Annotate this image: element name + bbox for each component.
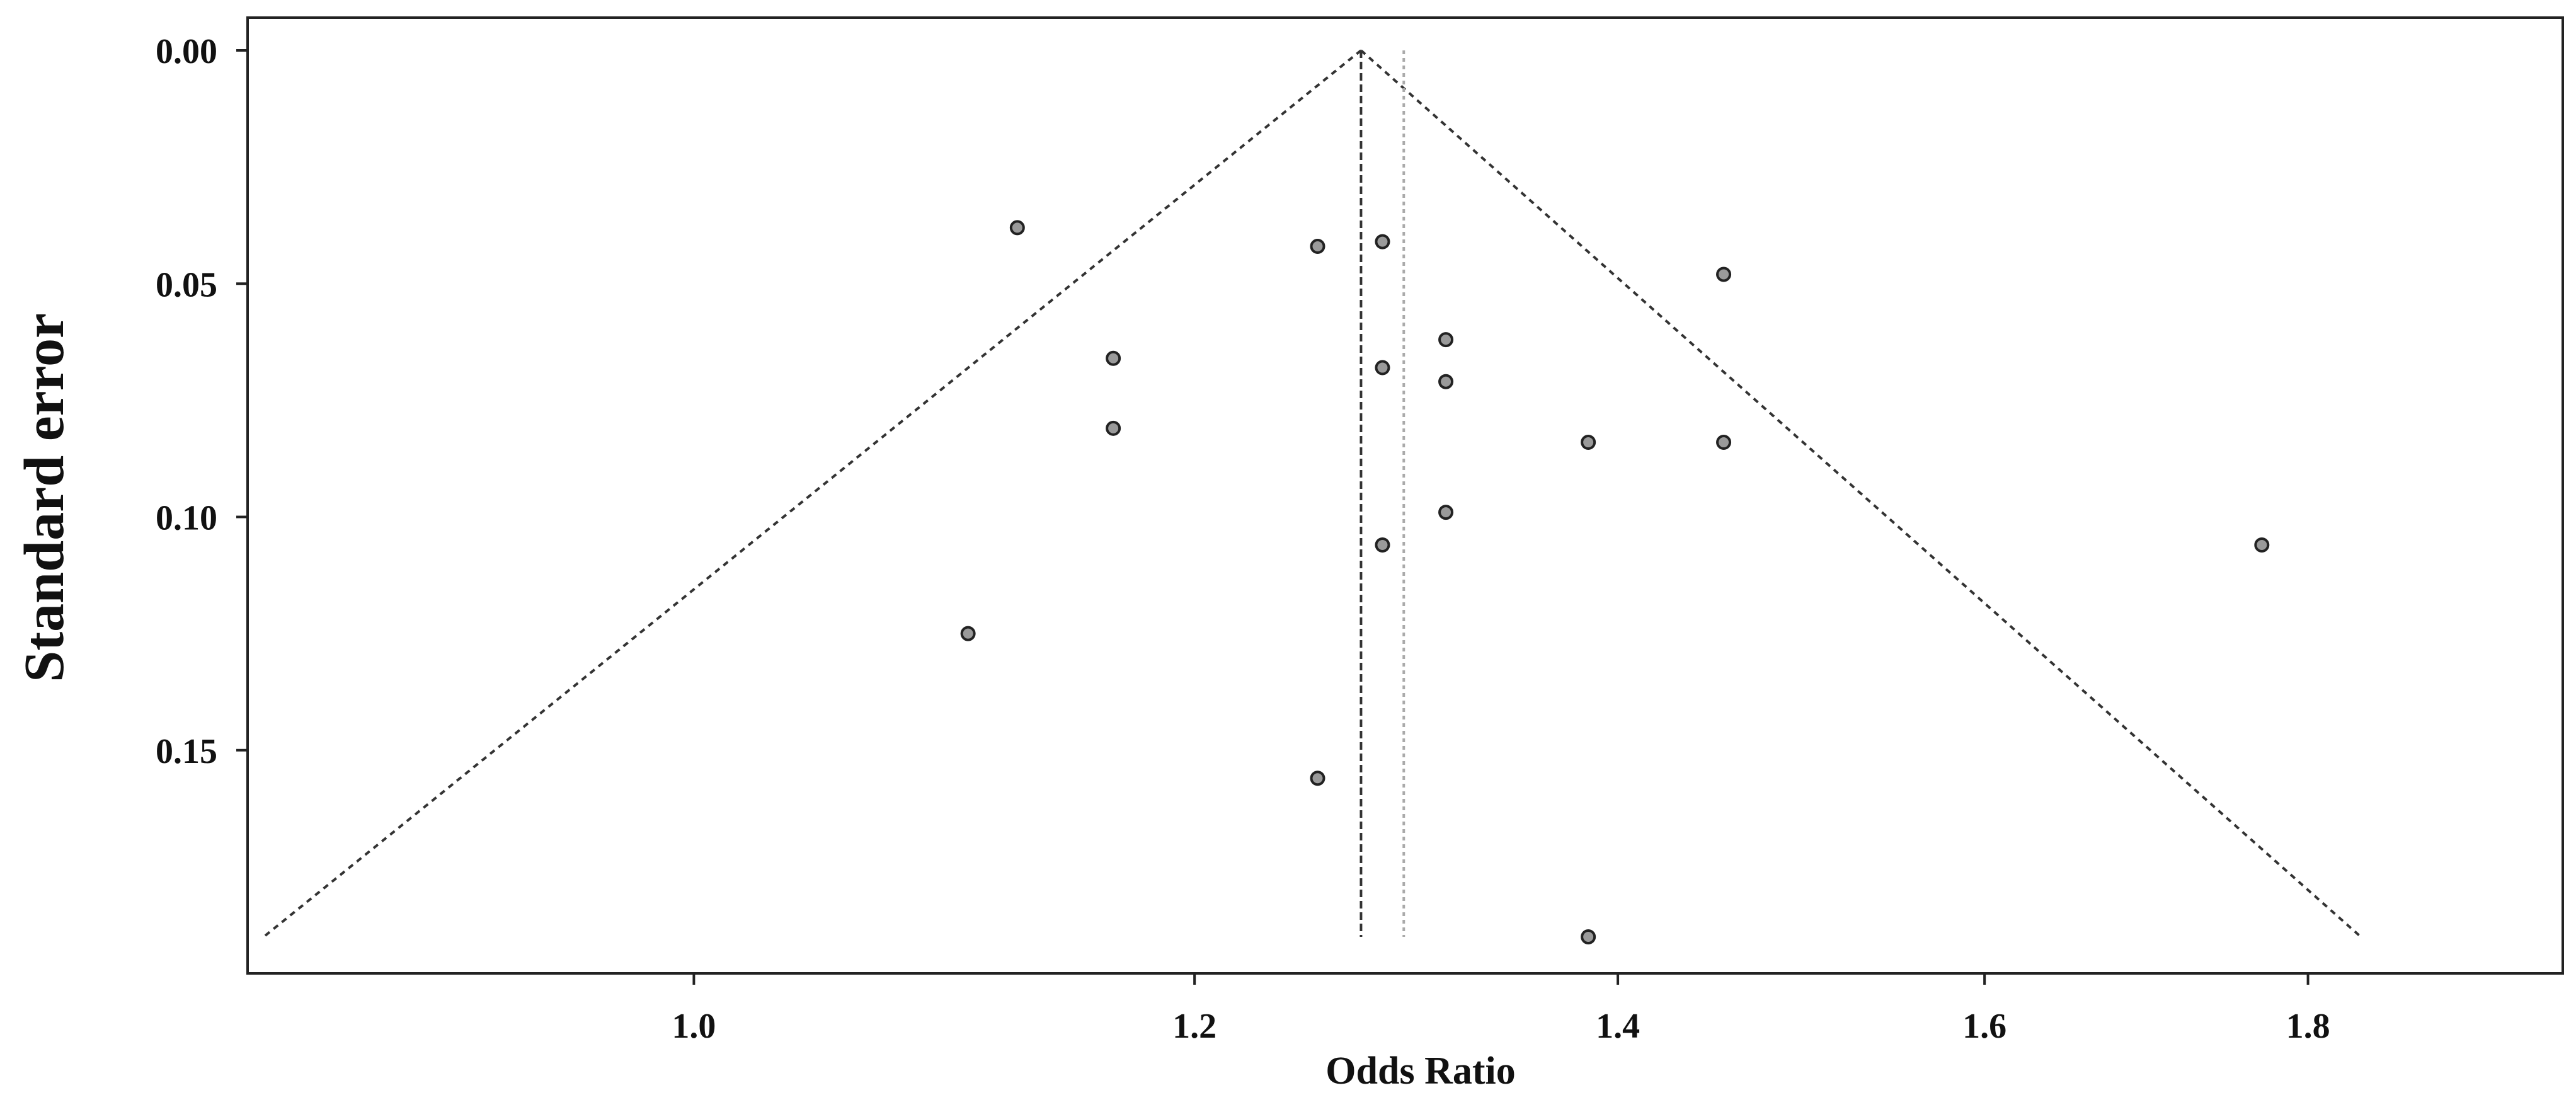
funnel-right-bound [1360,49,2362,938]
y-axis-ticks: 0.00 0.05 0.10 0.15 [156,32,248,771]
points-layer [960,220,2270,944]
y-tick-label: 0.05 [156,265,217,304]
x-tick-label: 1.2 [1172,1007,1216,1046]
data-point [1310,239,1325,255]
data-point [1106,350,1121,366]
data-point [1375,360,1390,375]
y-tick-label: 0.00 [156,32,217,71]
x-tick-label: 1.6 [1962,1007,2006,1046]
x-tick-label: 1.4 [1596,1007,1640,1046]
data-point [1375,537,1390,553]
x-axis-title: Odds Ratio [1325,1050,1515,1092]
data-point [1310,771,1325,786]
funnel-layer [263,49,2362,938]
funnel-left-bound [263,49,1362,938]
data-point [1009,220,1025,236]
data-point [960,626,976,641]
data-point [1716,435,1732,450]
y-axis-title: Standard error [13,313,76,682]
y-tick-label: 0.15 [156,732,217,771]
data-point [1581,929,1596,944]
x-tick-label: 1.8 [2286,1007,2330,1046]
data-point [1438,332,1454,348]
plot-frame [246,16,2564,975]
data-point [1581,435,1596,450]
data-point [1438,374,1454,389]
data-point [2254,537,2270,553]
data-point [1716,267,1732,282]
data-point [1106,420,1121,436]
x-tick-label: 1.0 [672,1007,716,1046]
y-tick-label: 0.10 [156,499,217,538]
x-axis-ticks: 1.0 1.2 1.4 1.6 1.8 [672,973,2330,1046]
data-point [1438,505,1454,520]
data-point [1375,234,1390,249]
